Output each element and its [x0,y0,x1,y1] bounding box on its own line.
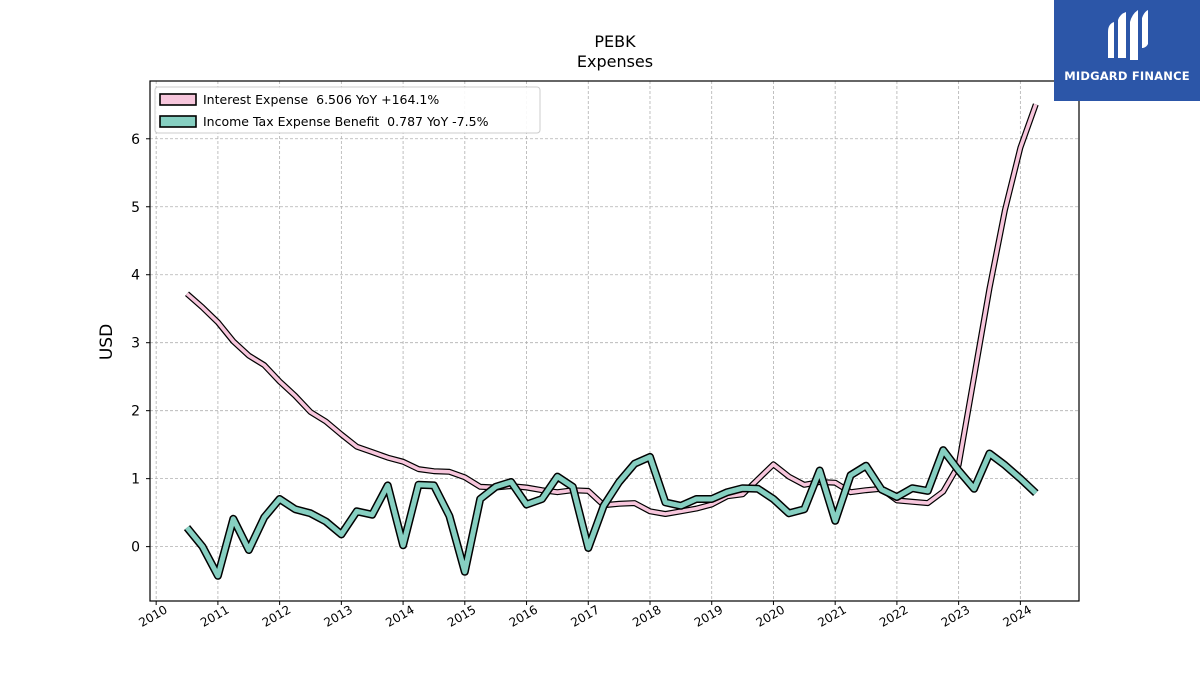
legend-swatch-income-tax [159,115,197,128]
legend: Interest Expense 6.506 YoY +164.1% Incom… [154,86,541,134]
series-line-interest-expense [185,103,1038,516]
series-layer [183,103,1039,580]
x-tick-label: 2021 [815,602,848,629]
chart-subtitle: Expenses [577,52,653,71]
x-tick-label: 2017 [568,602,601,629]
x-tick-label: 2022 [877,602,910,629]
x-tick-label: 2011 [198,602,231,629]
x-tick-label: 2024 [1001,602,1034,629]
x-tick-label: 2010 [136,602,169,629]
series-line-income-tax-expense-benefit [185,447,1038,579]
grid-lines [150,81,1079,601]
x-tick-label: 2013 [322,602,355,629]
x-tick-label: 2016 [507,602,540,629]
chart-title: PEBK [594,32,636,51]
x-tick-label: 2019 [692,602,725,629]
x-tick-label: 2023 [939,602,972,629]
x-tick-label: 2014 [383,602,416,629]
y-tick-label: 4 [131,268,140,284]
y-tick-label: 0 [131,540,140,556]
x-tick-label: 2012 [260,602,293,629]
series-outline-interest-expense [185,103,1039,517]
y-axis-label: USD [97,324,117,360]
x-tick-label: 2020 [754,602,787,629]
midgard-m-icon [1108,10,1148,60]
legend-label-interest-expense: Interest Expense 6.506 YoY +164.1% [203,92,439,107]
brand-logo: MIDGARD FINANCE [1054,0,1200,101]
y-tick-label: 1 [131,472,140,488]
y-tick-label: 5 [131,200,140,216]
x-tick-label: 2018 [630,602,663,629]
legend-swatch-interest-expense [159,93,197,106]
brand-name: MIDGARD FINANCE [1064,69,1190,83]
x-tick-label: 2015 [445,602,478,629]
plot-frame [149,80,1080,602]
legend-label-income-tax: Income Tax Expense Benefit 0.787 YoY -7.… [203,114,489,129]
y-tick-label: 2 [131,404,140,420]
y-tick-label: 3 [131,336,140,352]
legend-box [154,86,541,134]
y-tick-label: 6 [131,132,140,148]
